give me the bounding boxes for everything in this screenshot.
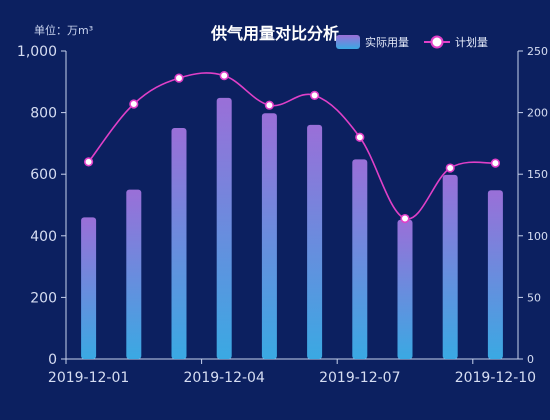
plan-line	[87, 72, 496, 220]
y-right-tick-label: 0	[527, 353, 534, 366]
x-tick-label: 2019-12-01	[48, 370, 129, 386]
plan-point-2019-12-08[interactable]	[400, 213, 410, 224]
legend-marker-swatch	[430, 35, 444, 49]
axes: 0 200 400 600 800 1,000 0 50 100 150 200 250 2019-12…	[17, 44, 548, 386]
y-left-tick-label: 200	[30, 290, 57, 306]
y-left-tick-label: 1,000	[17, 44, 57, 60]
y-left-tick-label: 400	[30, 229, 57, 245]
plan-point-2019-12-03[interactable]	[174, 73, 184, 83]
legend-label-plan: 计划量	[455, 36, 488, 49]
x-tick-label: 2019-12-04	[184, 370, 265, 386]
y-right-tick-label: 150	[527, 168, 548, 181]
plan-point-2019-12-04[interactable]	[219, 71, 229, 81]
line-series	[83, 71, 501, 224]
bar-2019-12-01[interactable]	[81, 217, 97, 359]
bar-2019-12-05[interactable]	[261, 113, 277, 359]
bar-2019-12-08[interactable]	[397, 219, 413, 359]
chart-title: 供气用量对比分析	[210, 24, 339, 43]
x-tick-label: 2019-12-07	[319, 370, 400, 386]
y-left-tick-label: 600	[30, 167, 57, 183]
plan-point-2019-12-01[interactable]	[83, 157, 94, 167]
legend-label-actual: 实际用量	[365, 35, 409, 49]
bar-series	[81, 97, 503, 359]
legend[interactable]: 实际用量 计划量	[336, 35, 488, 49]
bar-2019-12-10[interactable]	[487, 190, 503, 359]
y-left-tick-label: 0	[48, 352, 57, 368]
plan-point-2019-12-10[interactable]	[490, 158, 501, 168]
plan-point-2019-12-05[interactable]	[264, 100, 275, 110]
legend-bar-swatch	[336, 35, 360, 49]
y-right-tick-label: 200	[527, 107, 548, 120]
bar-2019-12-02[interactable]	[126, 189, 142, 359]
bar-2019-12-03[interactable]	[171, 128, 187, 359]
unit-label: 单位：万m³	[34, 23, 93, 37]
y-right-tick-label: 100	[527, 230, 548, 243]
plan-point-2019-12-06[interactable]	[310, 90, 320, 100]
legend-item-actual[interactable]: 实际用量	[336, 35, 409, 49]
bar-2019-12-07[interactable]	[352, 159, 368, 359]
y-right-tick-label: 50	[527, 291, 541, 304]
x-tick-label: 2019-12-10	[455, 370, 536, 386]
legend-item-plan[interactable]: 计划量	[424, 35, 488, 49]
bar-2019-12-04[interactable]	[216, 97, 232, 359]
y-left-tick-label: 800	[30, 106, 57, 122]
plan-point-2019-12-07[interactable]	[355, 132, 365, 142]
bar-2019-12-06[interactable]	[307, 124, 323, 359]
y-right-tick-label: 250	[527, 45, 548, 58]
plan-point-2019-12-09[interactable]	[445, 163, 455, 173]
plan-point-2019-12-02[interactable]	[129, 99, 139, 109]
bar-2019-12-09[interactable]	[442, 174, 458, 359]
